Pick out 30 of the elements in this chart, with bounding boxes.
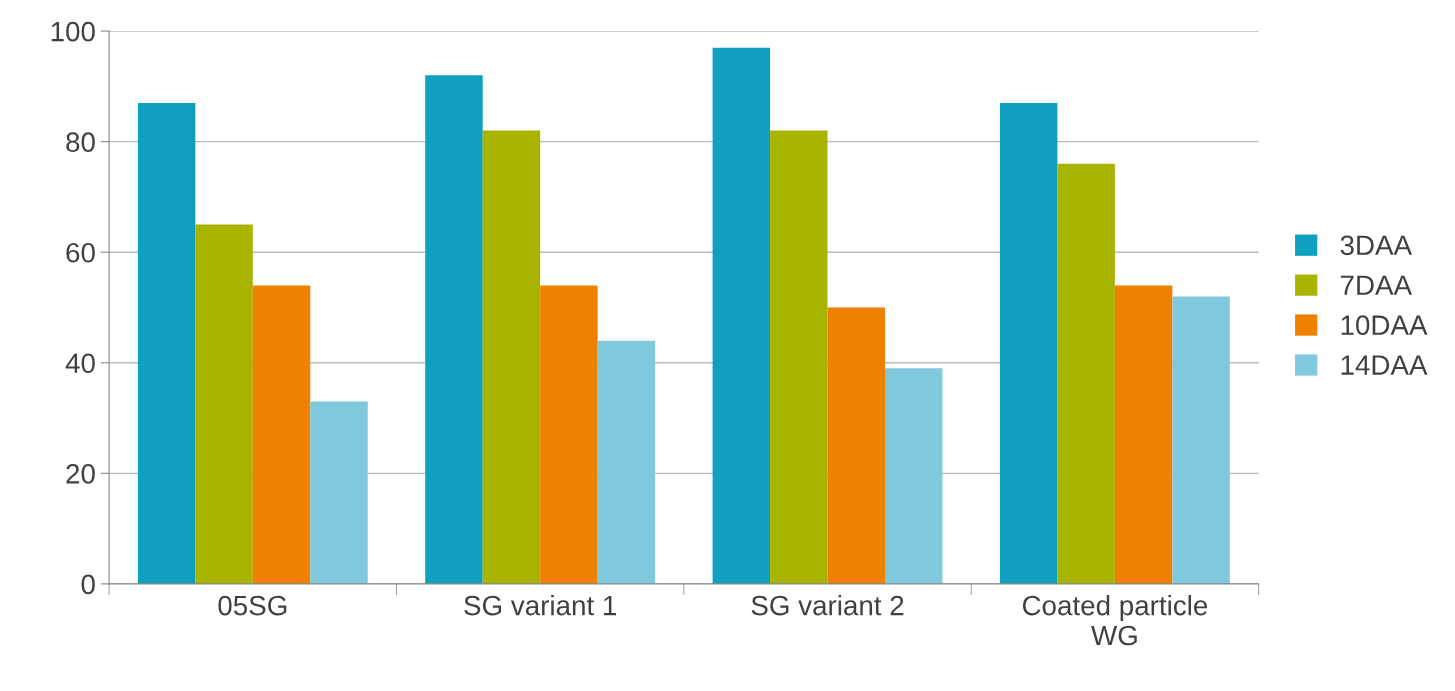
legend-label: 7DAA (1340, 275, 1413, 295)
bar (310, 401, 368, 584)
bar (540, 285, 598, 584)
legend-label: 14DAA (1341, 355, 1428, 375)
bar (1057, 163, 1115, 584)
bar (195, 224, 253, 584)
bar (1114, 285, 1173, 584)
bar (425, 75, 483, 584)
x-tick-label: SG variant 2 (751, 595, 904, 616)
x-tick-label: Coated particle WG (1022, 595, 1208, 646)
x-tick-label: 05SG (218, 595, 287, 616)
bar (1172, 296, 1230, 584)
y-tick-label: 80 (66, 132, 95, 152)
y-tick-label: 100 (51, 21, 95, 42)
y-tick-label: 20 (66, 464, 95, 484)
bar (827, 307, 885, 584)
y-tick-label: 60 (66, 242, 95, 263)
legend-label: 3DAA (1340, 235, 1413, 256)
bar (482, 130, 541, 584)
y-tick-label: 40 (65, 353, 95, 374)
legend-label: 10DAA (1341, 315, 1428, 335)
bar (597, 340, 656, 584)
x-tick-label: SG variant 1 (464, 595, 617, 616)
y-tick-label: 0 (81, 574, 95, 595)
bar (252, 285, 311, 584)
bar (999, 102, 1058, 584)
bar (137, 102, 196, 584)
bar (770, 130, 828, 584)
bar (885, 368, 943, 584)
bar (712, 47, 771, 584)
